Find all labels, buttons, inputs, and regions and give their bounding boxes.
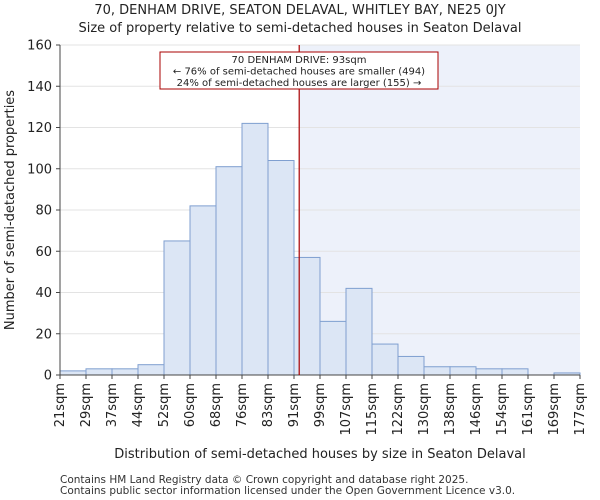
histogram-bar bbox=[215, 166, 243, 376]
x-tick-label: 91sqm bbox=[287, 383, 302, 427]
histogram-bar bbox=[319, 320, 347, 376]
x-tick-label: 37sqm bbox=[105, 383, 120, 427]
x-axis-title: Distribution of semi-detached houses by … bbox=[114, 447, 525, 462]
annotation-box bbox=[159, 51, 439, 90]
histogram-bar bbox=[475, 368, 503, 376]
histogram-bar bbox=[163, 240, 191, 376]
histogram-bar bbox=[267, 160, 295, 376]
y-tick-label: 140 bbox=[27, 80, 52, 95]
histogram-bar bbox=[111, 368, 139, 376]
y-tick-label: 40 bbox=[35, 286, 52, 301]
y-tick-label: 100 bbox=[27, 162, 52, 177]
x-tick-label: 177sqm bbox=[573, 383, 588, 436]
y-tick-label: 60 bbox=[35, 245, 52, 260]
y-tick-label: 120 bbox=[27, 121, 52, 136]
y-tick-label: 160 bbox=[27, 39, 52, 54]
x-tick-label: 21sqm bbox=[53, 383, 68, 427]
x-tick-label: 83sqm bbox=[261, 383, 276, 427]
histogram-bar bbox=[137, 364, 165, 376]
footer-licence: Contains public sector information licen… bbox=[60, 485, 516, 497]
x-tick-label: 52sqm bbox=[157, 383, 172, 427]
x-tick-label: 115sqm bbox=[365, 383, 380, 436]
histogram-bar bbox=[85, 368, 113, 376]
histogram-bar bbox=[449, 366, 477, 376]
x-tick-label: 60sqm bbox=[183, 383, 198, 427]
y-tick-label: 0 bbox=[44, 369, 52, 384]
chart-title-address: 70, DENHAM DRIVE, SEATON DELAVAL, WHITLE… bbox=[94, 3, 506, 18]
x-tick-label: 154sqm bbox=[495, 383, 510, 436]
x-tick-label: 138sqm bbox=[443, 383, 458, 436]
x-tick-label: 122sqm bbox=[391, 383, 406, 436]
y-tick-label: 20 bbox=[35, 327, 52, 342]
annotation-text: ← 76% of semi-detached houses are smalle… bbox=[173, 67, 425, 78]
histogram-bar bbox=[293, 256, 321, 376]
x-tick-label: 107sqm bbox=[339, 383, 354, 436]
chart-title-subtitle: Size of property relative to semi-detach… bbox=[78, 21, 522, 36]
histogram-bar bbox=[345, 287, 373, 376]
histogram-bar bbox=[371, 343, 399, 376]
x-tick-label: 68sqm bbox=[209, 383, 224, 427]
histogram-bar bbox=[241, 122, 269, 376]
x-tick-label: 146sqm bbox=[469, 383, 484, 436]
x-tick-label: 130sqm bbox=[417, 383, 432, 436]
y-axis-title: Number of semi-detached properties bbox=[3, 90, 18, 330]
histogram-bar bbox=[423, 366, 451, 376]
footer-copyright: Contains HM Land Registry data © Crown c… bbox=[60, 474, 469, 486]
x-tick-label: 99sqm bbox=[313, 383, 328, 427]
y-tick-label: 80 bbox=[35, 204, 52, 219]
x-tick-label: 169sqm bbox=[547, 383, 562, 436]
x-tick-label: 161sqm bbox=[521, 383, 536, 436]
x-tick-label: 29sqm bbox=[79, 383, 94, 427]
annotation-text: 24% of semi-detached houses are larger (… bbox=[177, 78, 422, 89]
x-tick-label: 44sqm bbox=[131, 383, 146, 427]
histogram-bar bbox=[59, 370, 87, 376]
histogram-bar bbox=[501, 368, 529, 376]
histogram-bar bbox=[397, 355, 425, 376]
annotation-text: 70 DENHAM DRIVE: 93sqm bbox=[232, 55, 367, 66]
x-tick-label: 76sqm bbox=[235, 383, 250, 427]
histogram-bar bbox=[189, 205, 217, 376]
